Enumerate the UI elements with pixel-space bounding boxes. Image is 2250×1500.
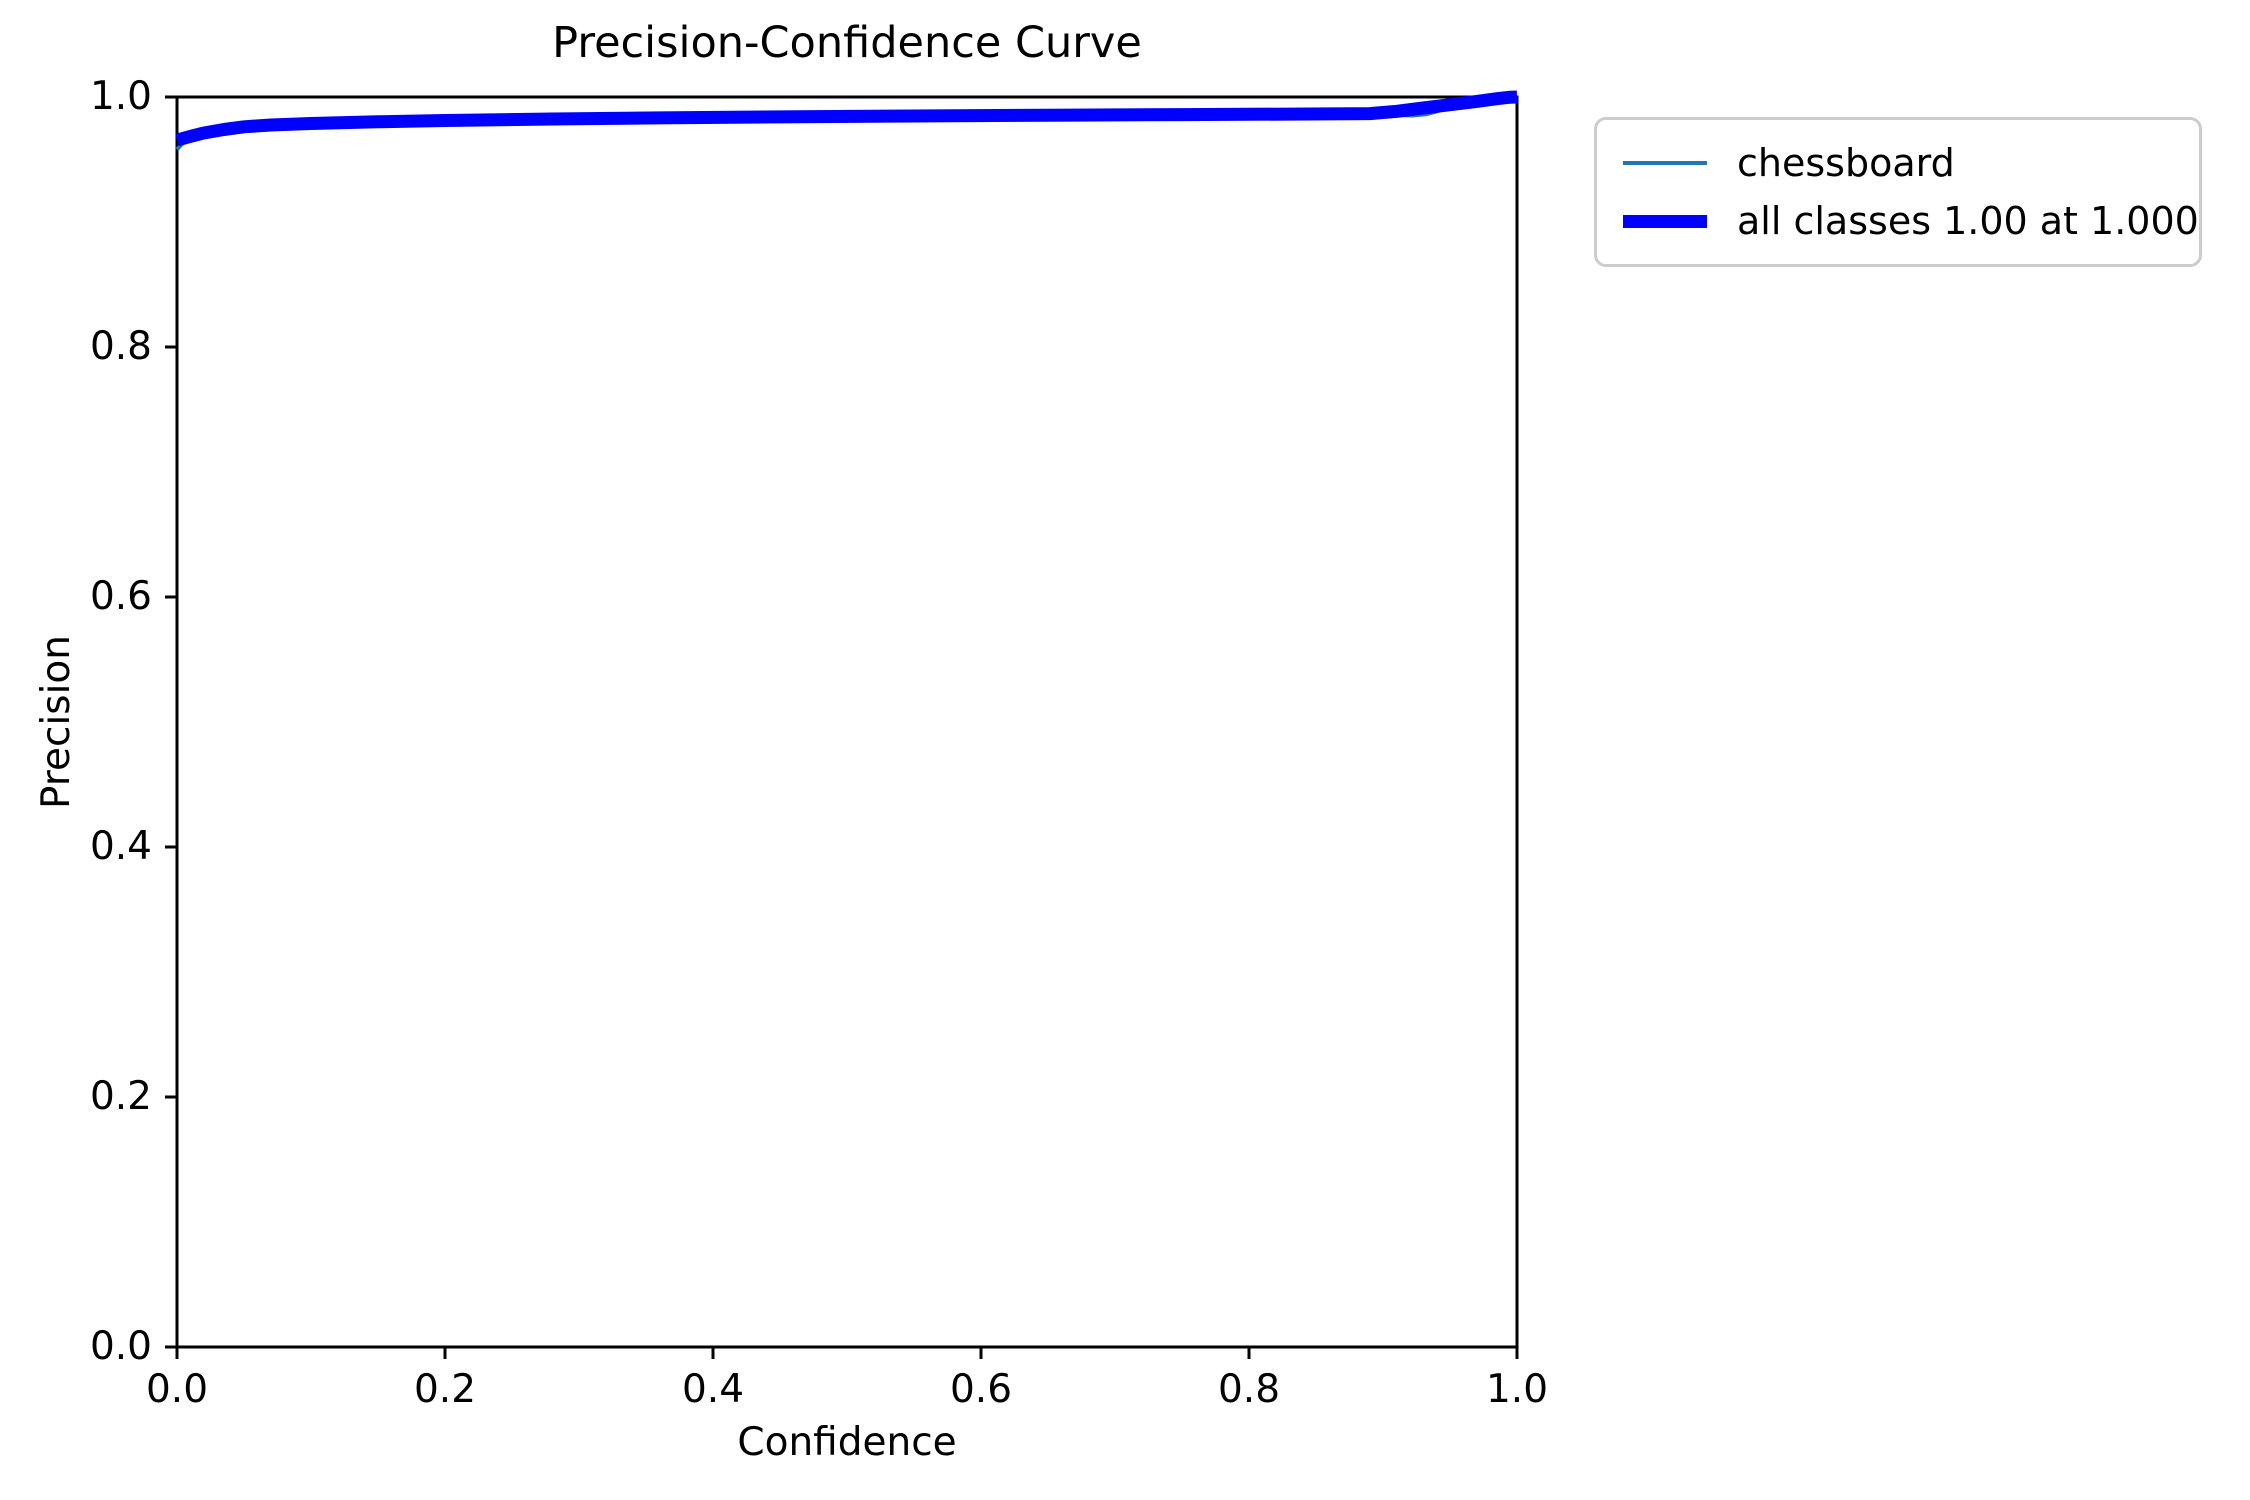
y-tick-label: 0.4 xyxy=(89,824,152,869)
legend-label-chessboard: chessboard xyxy=(1737,140,1955,185)
y-axis-label: Precision xyxy=(34,634,79,810)
x-tick-label: 0.0 xyxy=(145,1367,209,1412)
y-tick-label: 0.6 xyxy=(89,574,152,619)
x-tick-label: 1.0 xyxy=(1485,1367,1549,1412)
legend: chessboard all classes 1.00 at 1.000 xyxy=(1594,117,2202,267)
x-tick-label: 0.8 xyxy=(1217,1367,1281,1412)
legend-label-all-classes: all classes 1.00 at 1.000 xyxy=(1737,199,2199,244)
y-tick-label: 0.0 xyxy=(89,1324,152,1369)
y-tick-label: 0.8 xyxy=(89,324,152,369)
axes-spines xyxy=(175,95,1519,1349)
x-tick-label: 0.6 xyxy=(949,1367,1013,1412)
legend-item-chessboard: chessboard xyxy=(1623,141,2189,185)
series-line-1 xyxy=(175,90,1518,147)
legend-item-all-classes: all classes 1.00 at 1.000 xyxy=(1623,199,2199,243)
x-tick-label: 0.2 xyxy=(413,1367,477,1412)
y-tick-label: 1.0 xyxy=(89,74,152,119)
x-tick-label: 0.4 xyxy=(681,1367,745,1412)
legend-line-sample-chessboard xyxy=(1623,160,1707,165)
chart-title: Precision-Confidence Curve xyxy=(552,18,1142,68)
x-axis-label: Confidence xyxy=(737,1420,957,1465)
y-tick-label: 0.2 xyxy=(89,1074,152,1119)
legend-line-sample-all-classes xyxy=(1623,214,1707,228)
